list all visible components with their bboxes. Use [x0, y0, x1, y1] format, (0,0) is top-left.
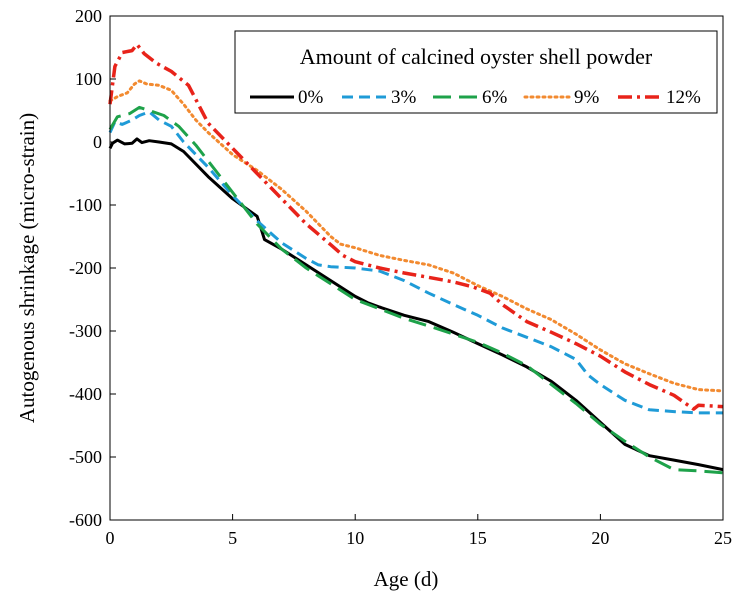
- x-tick-label: 10: [346, 528, 364, 548]
- legend-box: [234, 30, 718, 114]
- series-line-6pct: [108, 105, 724, 475]
- legend-title: Amount of calcined oyster shell powder: [300, 44, 653, 69]
- legend-label-9pct: 9%: [574, 87, 600, 108]
- series-layer: [108, 42, 725, 475]
- x-tick-label: 0: [106, 528, 115, 548]
- legend: Amount of calcined oyster shell powder 0…: [234, 30, 718, 114]
- y-tick-label: -100: [69, 195, 102, 215]
- legend-entries: 0% 3% 6% 9% 12%: [250, 87, 701, 108]
- y-tick-label: 0: [93, 132, 102, 152]
- legend-label-0pct: 0%: [298, 87, 324, 108]
- x-tick-label: 15: [469, 528, 487, 548]
- legend-label-6pct: 6%: [482, 87, 508, 108]
- y-tick-label: -600: [69, 510, 102, 530]
- y-tick-label: 200: [75, 6, 102, 26]
- x-tick-label: 20: [591, 528, 609, 548]
- y-tick-label: -500: [69, 447, 102, 467]
- y-axis-title: Autogenous shrinkage (micro-strain): [15, 113, 39, 423]
- series-line-0pct: [108, 137, 724, 472]
- y-tick-label: 100: [75, 69, 102, 89]
- x-tick-label: 5: [228, 528, 237, 548]
- y-tick-label: -300: [69, 321, 102, 341]
- y-tick-label: -400: [69, 384, 102, 404]
- legend-label-3pct: 3%: [391, 87, 417, 108]
- legend-label-12pct: 12%: [666, 87, 701, 108]
- x-axis-title: Age (d): [374, 567, 439, 591]
- x-tick-label: 25: [714, 528, 732, 548]
- series-line-12pct: [108, 42, 724, 411]
- series-line-9pct: [108, 79, 725, 393]
- series-line-3pct: [108, 110, 723, 415]
- y-tick-label: -200: [69, 258, 102, 278]
